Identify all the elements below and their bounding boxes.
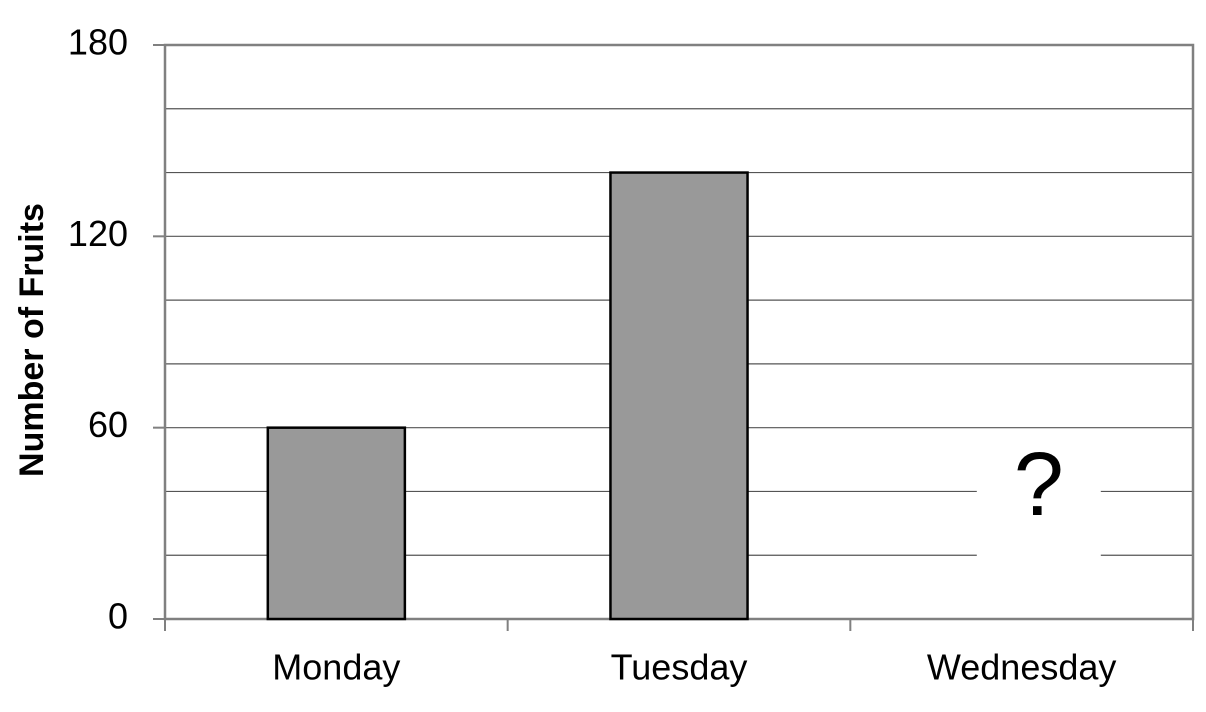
x-tick-label: Monday — [272, 647, 400, 688]
bar — [609, 171, 749, 621]
y-tick-label: 60 — [88, 404, 128, 445]
y-axis-title: Number of Fruits — [13, 203, 51, 477]
annotation: ? — [1014, 435, 1064, 535]
y-tick-label: 0 — [108, 596, 128, 637]
y-tick-label: 180 — [68, 22, 128, 63]
x-tick-label: Wednesday — [927, 647, 1116, 688]
y-tick-label: 120 — [68, 213, 128, 254]
x-tick-label: Tuesday — [611, 647, 748, 688]
annotation-background — [976, 430, 1101, 559]
bar — [266, 426, 407, 621]
